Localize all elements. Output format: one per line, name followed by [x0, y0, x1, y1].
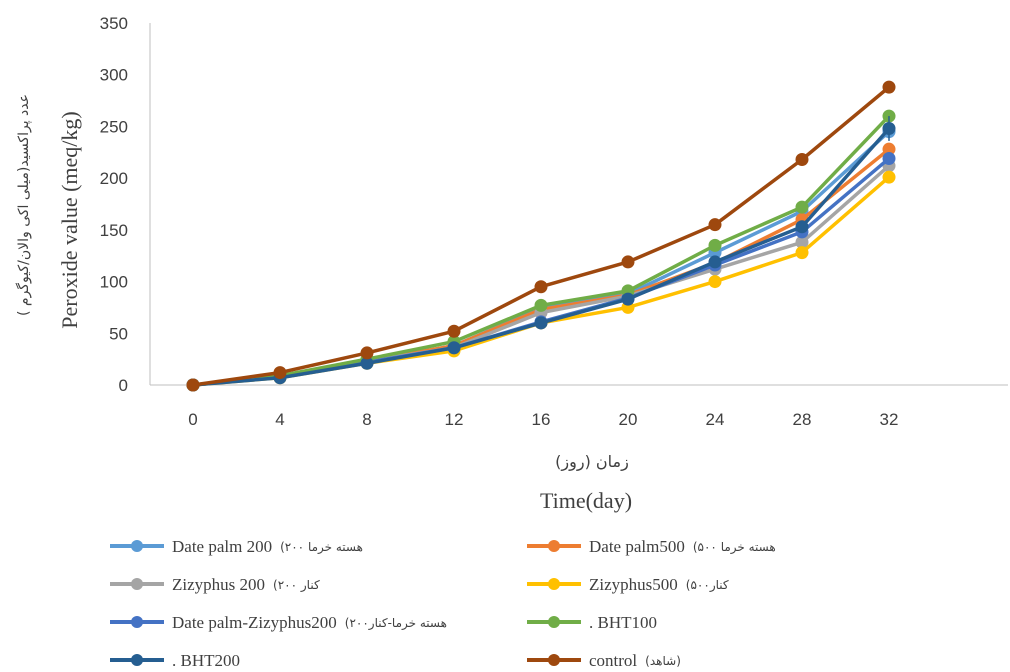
data-point: [708, 238, 722, 252]
legend-swatch-marker: [548, 654, 560, 666]
axes: [149, 23, 1008, 386]
legend-item: Zizyphus500 (کنار۵۰۰: [527, 575, 729, 594]
data-point: [795, 220, 809, 234]
data-point: [534, 316, 548, 330]
series-line: [186, 151, 896, 392]
data-point: [534, 298, 548, 312]
series-path: [192, 157, 891, 387]
y-tick-label: 100: [100, 273, 128, 292]
data-point: [621, 255, 635, 269]
series-path: [192, 114, 891, 387]
legend-label: . BHT200: [172, 651, 240, 670]
x-tick-labels: 0 4 8 12 16 20 24 28 32: [188, 410, 898, 429]
legend-label: Date palm 200: [172, 537, 272, 556]
legend: Date palm 200 (هسته خرما ۲۰۰ Date palm500 (…: [110, 537, 776, 670]
data-point: [708, 275, 722, 289]
x-axis-label: Time(day): [540, 488, 632, 513]
legend-item: Date palm-Zizyphus200 (هسته خرما-کنار۲۰۰: [110, 613, 447, 632]
legend-item: control (شاهد): [527, 651, 681, 670]
x-tick-label: 16: [532, 410, 551, 429]
legend-swatch-marker: [131, 616, 143, 628]
x-tick-label: 8: [362, 410, 371, 429]
legend-swatch-marker: [548, 616, 560, 628]
legend-label: . BHT100: [589, 613, 657, 632]
data-point: [447, 324, 461, 338]
series-line: [186, 80, 896, 392]
x-tick-label: 28: [793, 410, 812, 429]
legend-item: . BHT100: [527, 613, 657, 632]
y-tick-label: 200: [100, 169, 128, 188]
legend-label: Date palm500: [589, 537, 685, 556]
legend-label: Zizyphus 200: [172, 575, 265, 594]
data-point: [621, 292, 635, 306]
data-point: [186, 378, 200, 392]
data-point: [708, 255, 722, 269]
data-point: [273, 366, 287, 380]
data-point: [534, 280, 548, 294]
legend-swatch-marker: [548, 578, 560, 590]
series-line: [186, 109, 896, 392]
legend-label: Zizyphus500: [589, 575, 678, 594]
data-point: [882, 142, 896, 156]
legend-label-persian: (کنار ۲۰۰: [273, 578, 320, 593]
data-point: [795, 235, 809, 249]
data-point: [795, 246, 809, 260]
legend-swatch-marker: [131, 654, 143, 666]
y-tick-labels: 0 50 100 150 200 250 300 350: [100, 14, 128, 395]
legend-label-persian: (هسته خرما-کنار۲۰۰: [345, 616, 447, 631]
legend-item: . BHT200: [110, 651, 240, 670]
x-tick-label: 4: [275, 410, 284, 429]
legend-label-persian: (هسته خرما ۵۰۰: [693, 540, 776, 555]
x-tick-label: 20: [619, 410, 638, 429]
legend-swatch-marker: [548, 540, 560, 552]
legend-swatch-marker: [131, 540, 143, 552]
data-point: [360, 356, 374, 370]
x-tick-label: 24: [706, 410, 725, 429]
legend-item: Date palm 200 (هسته خرما ۲۰۰: [110, 537, 363, 556]
data-point: [360, 346, 374, 360]
y-tick-label: 350: [100, 14, 128, 33]
y-tick-label: 250: [100, 117, 128, 136]
legend-item: Date palm500 (هسته خرما ۵۰۰: [527, 537, 776, 556]
series-line: [186, 142, 896, 392]
legend-item: Zizyphus 200 (کنار ۲۰۰: [110, 575, 320, 594]
legend-label-persian: (شاهد): [645, 654, 681, 668]
x-tick-label: 12: [445, 410, 464, 429]
series-path: [192, 147, 891, 387]
y-axis-label-persian: عدد پراکسید(میلی اکی والان/کیوگرم ): [15, 94, 32, 316]
series-layer: [186, 80, 896, 392]
series-line: [186, 116, 896, 392]
series-line: [186, 159, 896, 392]
data-point: [882, 80, 896, 94]
y-tick-label: 150: [100, 221, 128, 240]
data-point: [882, 121, 896, 135]
legend-label: Date palm-Zizyphus200: [172, 613, 337, 632]
series-path: [192, 164, 891, 387]
x-tick-label: 0: [188, 410, 197, 429]
legend-label-persian: (هسته خرما ۲۰۰: [280, 540, 363, 555]
y-tick-label: 300: [100, 66, 128, 85]
data-point: [708, 218, 722, 232]
y-tick-label: 50: [109, 324, 128, 343]
x-axis-label-persian: زمان (روز): [555, 452, 629, 472]
series-path: [192, 85, 891, 387]
x-tick-label: 32: [880, 410, 899, 429]
data-point: [882, 170, 896, 184]
legend-label-persian: (کنار۵۰۰: [686, 578, 729, 593]
legend-swatch-marker: [131, 578, 143, 590]
data-point: [882, 151, 896, 165]
data-point: [795, 153, 809, 167]
y-axis-label: Peroxide value (meq/kg): [57, 111, 82, 329]
y-tick-label: 0: [119, 376, 128, 395]
legend-label: control: [589, 651, 637, 670]
data-point: [447, 341, 461, 355]
data-point: [795, 200, 809, 214]
